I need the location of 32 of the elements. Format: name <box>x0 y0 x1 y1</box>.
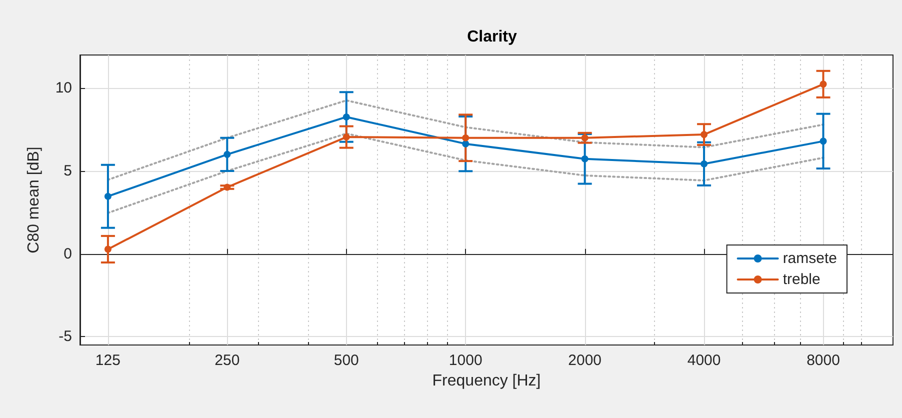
point <box>700 131 708 138</box>
x-tick-label: 500 <box>334 352 359 369</box>
x-tick-label: 1000 <box>448 352 482 369</box>
y-tick-label: 5 <box>64 162 72 180</box>
x-tick-label: 2000 <box>568 352 602 369</box>
line-series <box>106 99 824 181</box>
point <box>224 184 231 191</box>
point <box>224 150 231 158</box>
legend-label: treble <box>782 271 820 288</box>
x-axis-title: Frequency [Hz] <box>432 372 541 390</box>
x-tick-label: 4000 <box>687 352 721 369</box>
point <box>581 155 588 162</box>
point <box>462 140 470 148</box>
y-tick-label: 0 <box>64 245 72 262</box>
x-tick-label: 125 <box>95 352 120 369</box>
legend-label: ramsete <box>782 250 838 267</box>
x-tick-label: 8000 <box>806 352 840 369</box>
point <box>700 160 708 168</box>
y-tick-label: 10 <box>55 80 72 97</box>
x-tick-label: 250 <box>214 352 240 369</box>
point <box>342 113 350 120</box>
point <box>342 134 350 141</box>
point <box>104 192 112 200</box>
point <box>462 134 470 142</box>
point <box>104 246 112 253</box>
y-axis-title: C80 mean [dB] <box>26 146 42 254</box>
y-tick-label: -5 <box>58 328 72 346</box>
chart-title: Clarity <box>467 28 517 46</box>
point <box>820 138 827 145</box>
point <box>820 80 827 88</box>
point <box>581 134 588 142</box>
line-series <box>106 132 824 214</box>
